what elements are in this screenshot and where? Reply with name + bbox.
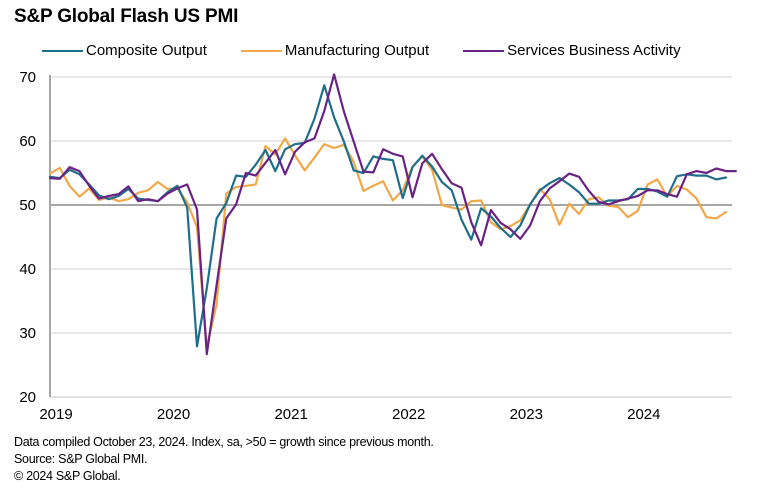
- axes: [49, 75, 732, 398]
- legend-item-services: Services Business Activity: [463, 42, 681, 59]
- y-tick-label: 70: [19, 69, 36, 86]
- series-line-composite-output: [48, 84, 728, 348]
- x-tick-label: 2020: [157, 406, 190, 423]
- legend-item-manufacturing: Manufacturing Output: [240, 42, 430, 59]
- series-line-manufacturing-output: [48, 137, 728, 349]
- legend: Composite Output Manufacturing Output Se…: [42, 42, 715, 59]
- series-lines: [48, 73, 737, 356]
- x-tick-label: 2023: [510, 406, 543, 423]
- y-tick-label: 60: [19, 133, 36, 150]
- gridlines: [50, 76, 732, 334]
- footer: Data compiled October 23, 2024. Index, s…: [14, 434, 434, 485]
- footer-copyright: © 2024 S&P Global.: [14, 469, 121, 483]
- y-axis-labels: 20 30 40 50 60 70: [19, 69, 36, 406]
- chart-title: S&P Global Flash US PMI: [14, 6, 239, 27]
- legend-swatch-services: [463, 49, 505, 52]
- legend-label-manufacturing: Manufacturing Output: [284, 42, 430, 59]
- series-line-services-business-activity: [48, 73, 737, 356]
- y-tick-label: 40: [19, 261, 36, 278]
- y-tick-label: 30: [19, 325, 36, 342]
- y-tick-label: 20: [19, 389, 36, 406]
- x-tick-label: 2021: [274, 406, 307, 423]
- legend-label-services: Services Business Activity: [507, 42, 681, 59]
- y-tick-label: 50: [19, 197, 36, 214]
- x-tick-label: 2019: [39, 406, 72, 423]
- x-tick-label: 2024: [627, 406, 660, 423]
- legend-label-composite: Composite Output: [86, 42, 207, 59]
- legend-item-composite: Composite Output: [42, 42, 207, 59]
- chart-plot: 20 30 40 50 60 70 2019 2020 2021 2022 2023 2024: [19, 69, 737, 423]
- footer-note: Data compiled October 23, 2024. Index, s…: [14, 435, 434, 449]
- x-tick-label: 2022: [392, 406, 425, 423]
- x-axis-labels: 2019 2020 2021 2022 2023 2024: [39, 406, 660, 423]
- legend-swatch-manufacturing: [240, 49, 282, 52]
- footer-source: Source: S&P Global PMI.: [14, 452, 148, 466]
- legend-swatch-composite: [42, 49, 83, 52]
